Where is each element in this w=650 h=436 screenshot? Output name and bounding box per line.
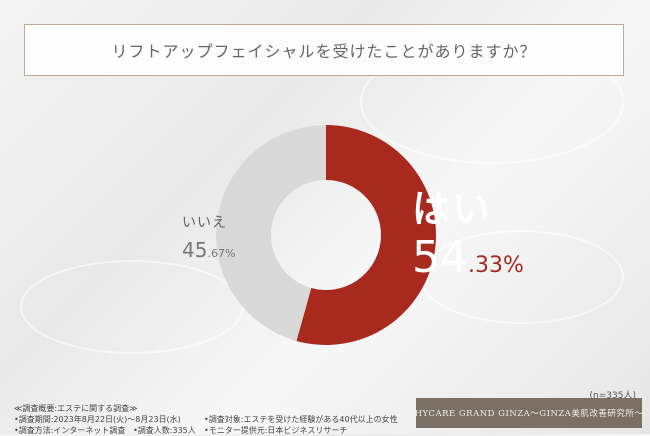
survey-period: •調査期間:2023年8月22日(火)〜8月23日(水): [14, 415, 181, 424]
survey-method: •調査方法:インターネット調査: [14, 426, 126, 435]
survey-target: •調査対象:エステを受けた経験がある40代以上の女性: [204, 415, 398, 424]
brand-text: HYCARE GRAND GINZA〜GINZA美肌改善研究所〜: [414, 409, 644, 419]
slice-label-yes: はい: [412, 187, 493, 231]
slice-value-yes-int: 54: [412, 232, 468, 283]
slice-value-no-int: 45: [182, 238, 208, 262]
slice-value-yes-dec: .33%: [468, 253, 524, 278]
question-text: リフトアップフェイシャルを受けたことがありますか？: [111, 42, 537, 61]
slice-value-yes: 54.33%: [412, 232, 524, 283]
donut-slice-yes: [296, 125, 436, 345]
slice-value-no: 45.67%: [182, 238, 235, 262]
survey-provider: •モニター提供元:日本ビジネスリサーチ: [204, 426, 348, 435]
brand-logo: HYCARE GRAND GINZA〜GINZA美肌改善研究所〜: [414, 398, 644, 428]
question-title: リフトアップフェイシャルを受けたことがありますか？: [24, 24, 624, 76]
sample-size: (n=335人): [589, 391, 636, 401]
survey-count: •調査人数:335人: [133, 426, 196, 435]
survey-method-count: •調査方法:インターネット調査 •調査人数:335人: [14, 425, 204, 436]
survey-overview: ≪調査概要:エステに関する調査≫: [14, 404, 138, 413]
slice-label-no: いいえ: [182, 215, 227, 231]
donut-slice-no: [216, 125, 326, 341]
survey-notes: ≪調査概要:エステに関する調査≫ •調査期間:2023年8月22日(火)〜8月2…: [14, 403, 414, 436]
slice-value-no-dec: .67%: [207, 247, 236, 260]
